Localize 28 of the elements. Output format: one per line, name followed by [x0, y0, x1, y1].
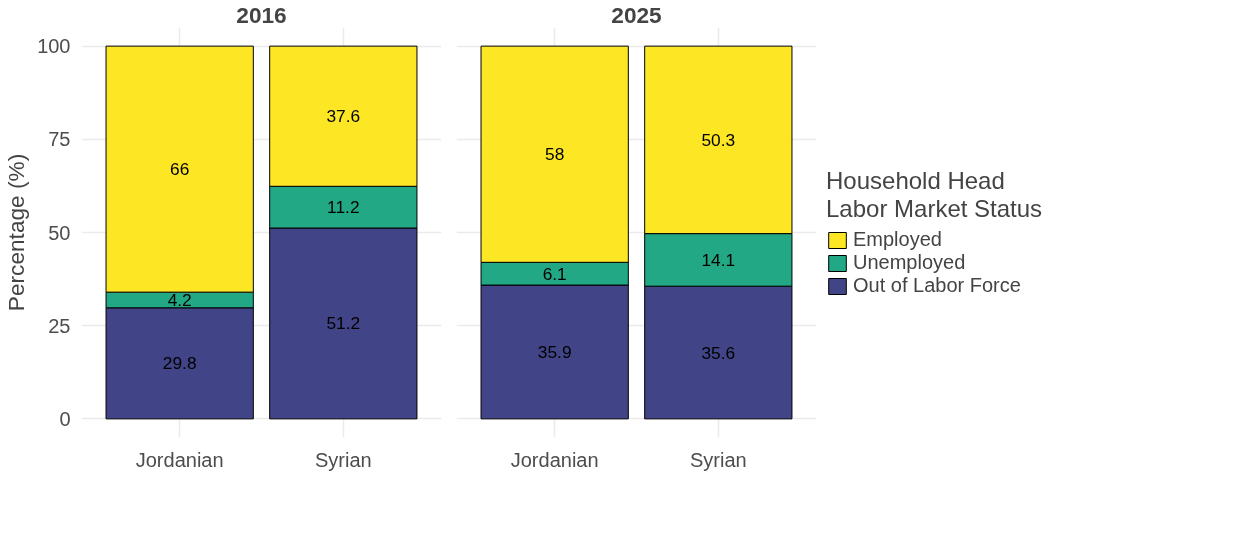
data-label: 35.6 [701, 342, 736, 363]
x-tick-label: Syrian [689, 448, 747, 471]
data-label: 66 [170, 159, 190, 180]
legend-label: Out of Labor Force [853, 274, 1021, 297]
x-tick-label: Syrian [314, 448, 372, 471]
data-label: 37.6 [326, 106, 361, 127]
y-tick-label: 50 [48, 221, 71, 244]
y-tick-label: 25 [48, 314, 71, 337]
chart-title: 2016 [236, 1, 287, 28]
data-label: 4.2 [167, 289, 192, 310]
y-axis-title: Percentage (%) [3, 153, 30, 312]
data-label: 11.2 [327, 197, 360, 218]
y-tick-label: 100 [37, 35, 71, 58]
y-tick-label: 75 [48, 128, 71, 151]
x-tick-label: Jordanian [510, 448, 599, 471]
data-label: 58 [545, 144, 565, 165]
data-label: 6.1 [542, 263, 567, 284]
legend-title: Household Head Labor Market Status [826, 167, 1043, 223]
x-tick-label: Jordanian [135, 448, 224, 471]
y-tick-label: 0 [59, 407, 71, 430]
data-label: 51.2 [326, 313, 361, 334]
data-label: 35.9 [537, 341, 572, 362]
legend-label: Unemployed [853, 251, 966, 274]
chart-title: 2025 [611, 1, 662, 28]
data-label: 50.3 [701, 129, 736, 150]
data-label: 29.8 [162, 353, 197, 374]
legend-label: Employed [853, 228, 942, 251]
data-label: 14.1 [701, 249, 736, 270]
